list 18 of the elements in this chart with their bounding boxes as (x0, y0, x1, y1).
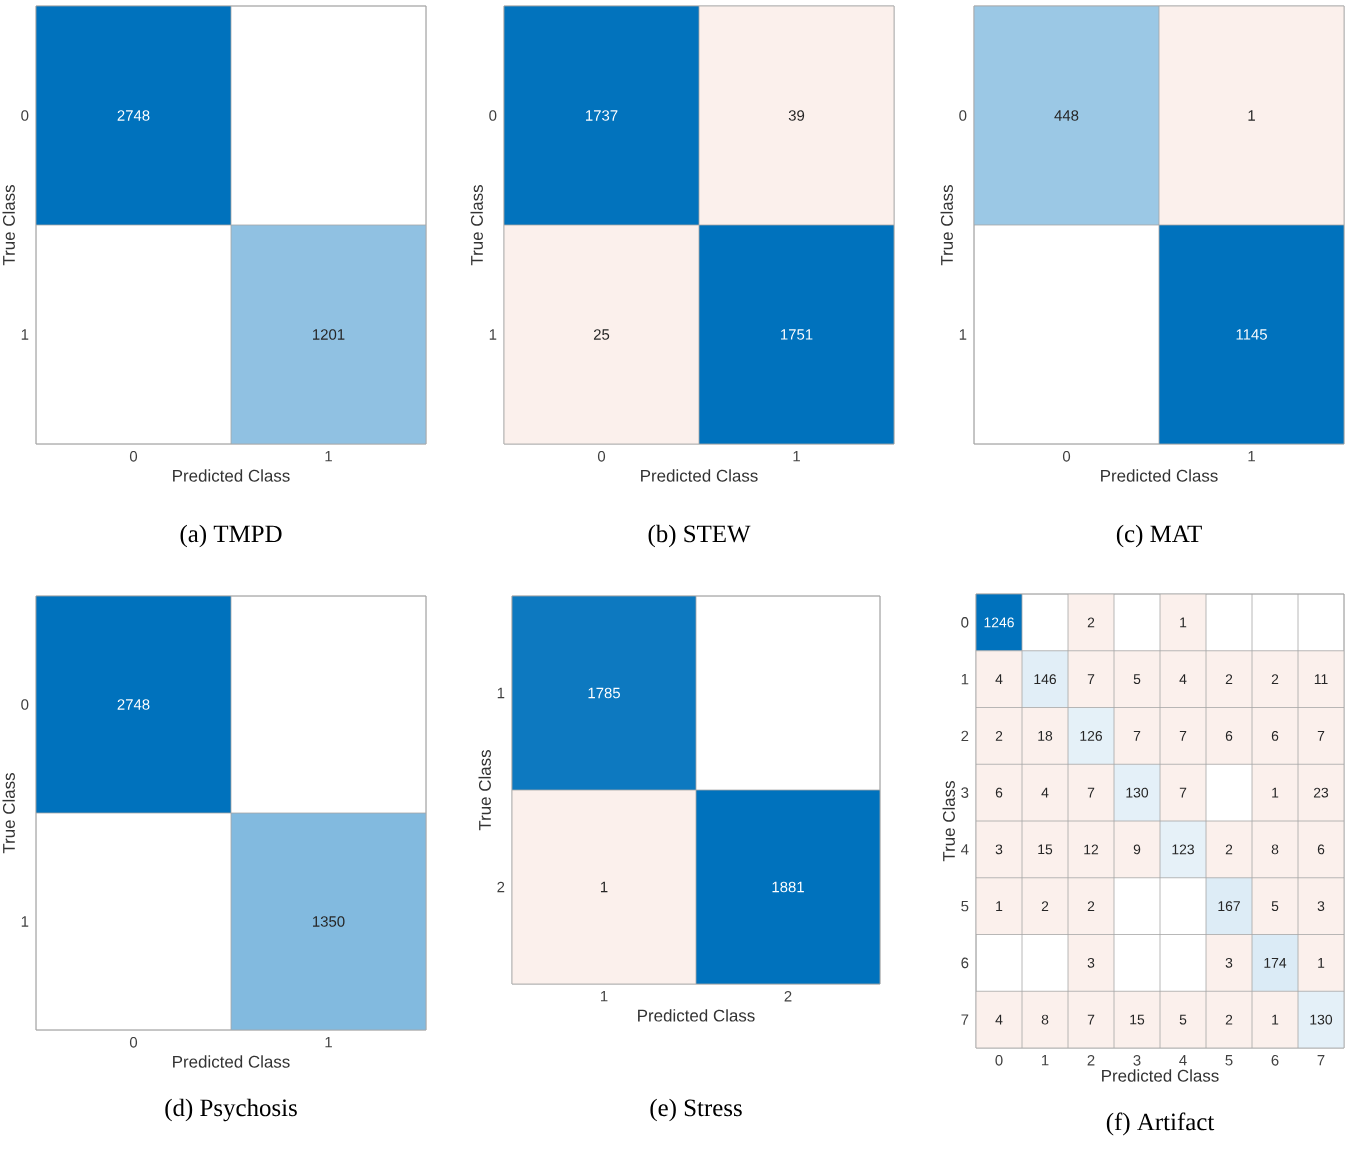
y-axis-title: True Class (2, 773, 15, 854)
y-axis-title: True Class (2, 185, 15, 266)
y-axis-title: True Class (478, 750, 491, 831)
text: (f) Artifact (1106, 1112, 1215, 1136)
x-axis-title: Predicted Class (638, 1009, 755, 1022)
y-axis-title: True Class (470, 185, 483, 266)
x-axis-title: Predicted Class (1102, 1069, 1219, 1082)
x-axis-title: Predicted Class (1101, 469, 1218, 482)
x-axis-title: Predicted Class (173, 1055, 290, 1068)
y-axis-title: True Class (940, 185, 953, 266)
text: (a) TMPD (180, 524, 282, 548)
text: (c) MAT (1116, 524, 1202, 548)
y-axis-title: True Class (942, 781, 955, 862)
text: (d) Psychosis (165, 1098, 297, 1122)
text: (e) Stress (650, 1098, 742, 1122)
x-axis-title: Predicted Class (173, 469, 290, 482)
text: (b) STEW (648, 524, 751, 548)
x-axis-title: Predicted Class (641, 469, 758, 482)
